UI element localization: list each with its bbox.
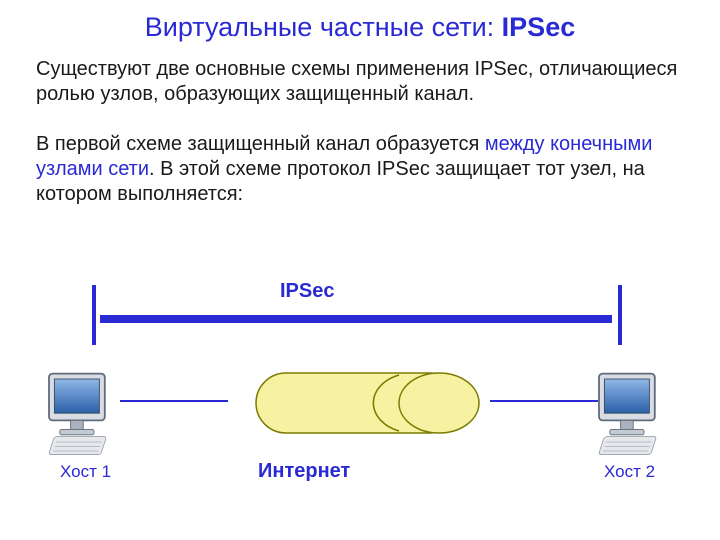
ipsec-label: IPSec bbox=[280, 280, 334, 303]
host-2-label: Хост 2 bbox=[604, 462, 655, 482]
slide-title: Виртуальные частные сети: IPSec bbox=[0, 0, 720, 43]
link-left bbox=[120, 400, 228, 402]
title-bold: IPSec bbox=[502, 12, 576, 42]
host-2-computer-icon bbox=[590, 370, 680, 460]
paragraph-1: Существуют две основные схемы применения… bbox=[36, 57, 684, 107]
body-text: Существуют две основные схемы применения… bbox=[0, 43, 720, 207]
p2-a: В первой схеме защищенный канал образует… bbox=[36, 133, 485, 155]
title-prefix: Виртуальные частные сети: bbox=[145, 12, 502, 42]
internet-label: Интернет bbox=[258, 460, 350, 483]
paragraph-2: В первой схеме защищенный канал образует… bbox=[36, 132, 684, 207]
link-right bbox=[490, 400, 598, 402]
network-diagram: IPSec bbox=[0, 280, 720, 530]
ipsec-endpoint-left bbox=[92, 285, 96, 345]
ipsec-endpoint-right bbox=[618, 285, 622, 345]
internet-cloud bbox=[225, 372, 490, 434]
host-1-label: Хост 1 bbox=[60, 462, 111, 482]
host-1-computer-icon bbox=[40, 370, 130, 460]
ipsec-tunnel-bar bbox=[100, 315, 612, 323]
